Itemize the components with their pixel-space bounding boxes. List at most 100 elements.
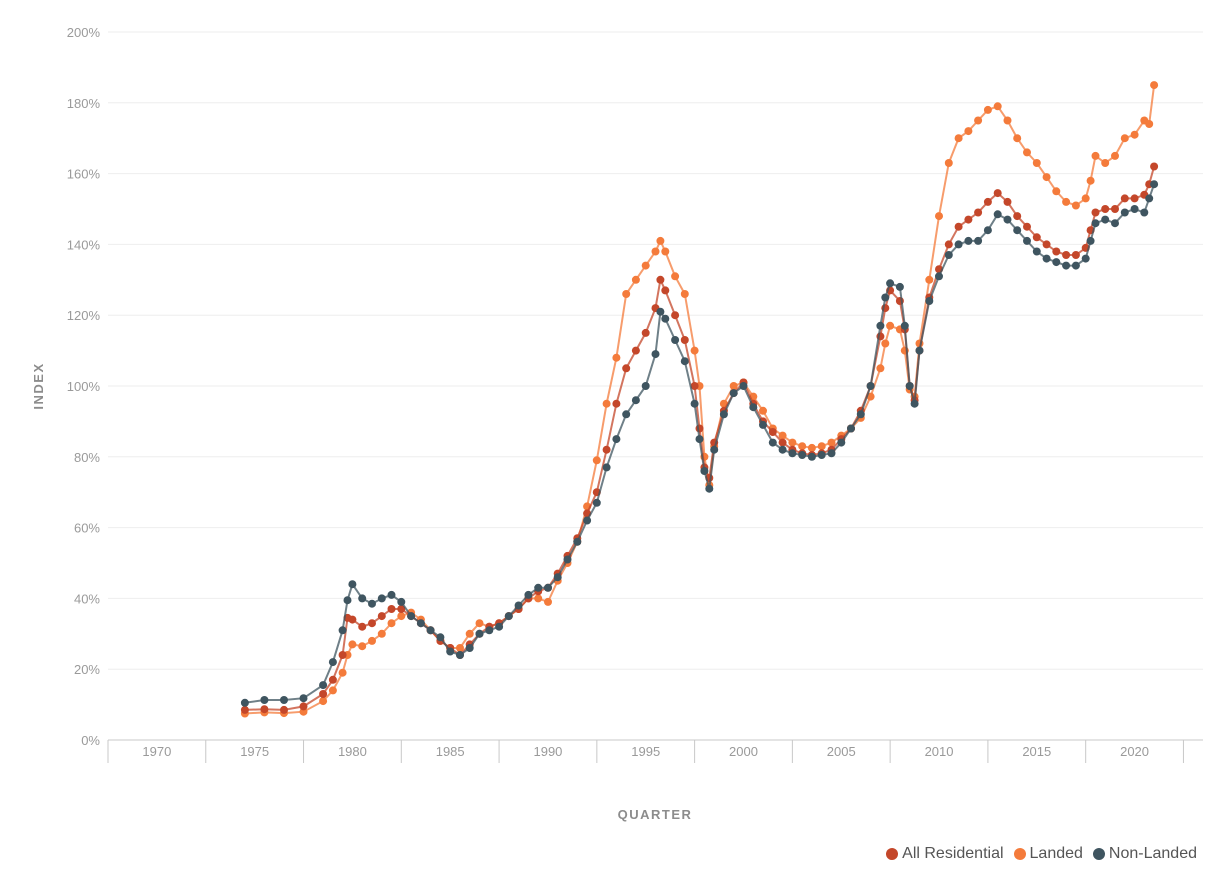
data-point[interactable] [759, 420, 767, 429]
data-point[interactable] [280, 696, 288, 704]
data-point[interactable] [993, 102, 1002, 111]
legend-item-landed[interactable]: Landed [1013, 845, 1083, 863]
data-point[interactable] [827, 438, 836, 447]
data-point[interactable] [319, 697, 328, 706]
data-point[interactable] [328, 675, 337, 684]
data-point[interactable] [358, 642, 367, 651]
data-point[interactable] [1032, 247, 1041, 256]
data-point[interactable] [944, 251, 953, 259]
data-point[interactable] [881, 339, 890, 348]
data-point[interactable] [915, 346, 924, 355]
data-point[interactable] [407, 612, 416, 621]
data-point[interactable] [788, 449, 797, 458]
data-point[interactable] [1003, 197, 1012, 206]
data-point[interactable] [974, 236, 983, 245]
data-point[interactable] [1101, 205, 1110, 213]
data-point[interactable] [983, 226, 992, 235]
data-point[interactable] [446, 647, 455, 656]
legend-item-all-residential[interactable]: All Residential [886, 845, 1004, 863]
data-point[interactable] [993, 210, 1002, 219]
data-point[interactable] [299, 702, 308, 711]
data-point[interactable] [935, 272, 943, 281]
data-point[interactable] [319, 690, 328, 698]
data-point[interactable] [700, 467, 709, 475]
data-point[interactable] [695, 435, 704, 444]
data-point[interactable] [1062, 197, 1071, 206]
data-point[interactable] [729, 382, 738, 390]
data-point[interactable] [358, 622, 367, 631]
data-point[interactable] [1111, 205, 1119, 213]
data-point[interactable] [475, 629, 484, 638]
data-point[interactable] [1042, 240, 1051, 249]
data-point[interactable] [827, 449, 836, 458]
data-point[interactable] [436, 633, 445, 642]
data-point[interactable] [974, 208, 983, 217]
data-point[interactable] [1101, 159, 1110, 167]
data-point[interactable] [656, 236, 665, 245]
data-point[interactable] [1120, 194, 1129, 203]
data-point[interactable] [602, 445, 611, 454]
data-point[interactable] [1013, 134, 1022, 143]
data-point[interactable] [651, 350, 660, 359]
data-point[interactable] [377, 594, 386, 603]
data-point[interactable] [964, 236, 973, 245]
data-point[interactable] [817, 442, 826, 451]
data-point[interactable] [671, 311, 680, 320]
data-point[interactable] [866, 382, 875, 390]
legend-item-non-landed[interactable]: Non-Landed [1092, 845, 1197, 863]
data-point[interactable] [910, 399, 919, 408]
data-point[interactable] [397, 612, 406, 621]
data-point[interactable] [465, 629, 474, 638]
data-point[interactable] [1032, 159, 1041, 167]
data-point[interactable] [1101, 215, 1110, 224]
data-point[interactable] [1013, 226, 1022, 235]
data-point[interactable] [426, 626, 435, 635]
data-point[interactable] [759, 406, 767, 415]
data-point[interactable] [240, 705, 249, 714]
data-point[interactable] [847, 424, 855, 433]
data-point[interactable] [1091, 208, 1100, 217]
data-point[interactable] [671, 336, 680, 344]
data-point[interactable] [837, 438, 846, 447]
data-point[interactable] [954, 240, 963, 249]
data-point[interactable] [1086, 236, 1095, 245]
data-point[interactable] [1071, 201, 1080, 210]
data-point[interactable] [656, 275, 665, 284]
data-point[interactable] [807, 452, 816, 461]
data-point[interactable] [895, 282, 904, 291]
data-point[interactable] [705, 484, 714, 493]
data-point[interactable] [328, 658, 337, 667]
data-point[interactable] [368, 599, 376, 608]
data-point[interactable] [456, 644, 464, 652]
data-point[interactable] [886, 321, 895, 330]
data-point[interactable] [328, 686, 337, 695]
data-point[interactable] [817, 451, 826, 459]
data-point[interactable] [1091, 219, 1100, 228]
data-point[interactable] [299, 694, 308, 703]
data-point[interactable] [671, 272, 680, 281]
data-point[interactable] [1042, 254, 1051, 263]
data-point[interactable] [338, 626, 347, 635]
data-point[interactable] [900, 321, 909, 330]
data-point[interactable] [656, 307, 665, 316]
data-point[interactable] [397, 597, 406, 606]
data-point[interactable] [456, 651, 464, 659]
data-point[interactable] [739, 382, 748, 390]
data-point[interactable] [465, 644, 474, 652]
data-point[interactable] [778, 431, 787, 440]
data-point[interactable] [1071, 261, 1080, 270]
data-point[interactable] [798, 451, 807, 459]
data-point[interactable] [622, 410, 631, 419]
data-point[interactable] [240, 698, 249, 707]
data-point[interactable] [876, 321, 885, 330]
data-point[interactable] [1145, 120, 1154, 128]
data-point[interactable] [1032, 233, 1041, 242]
data-point[interactable] [680, 290, 689, 298]
data-point[interactable] [886, 279, 895, 288]
data-point[interactable] [280, 705, 288, 714]
data-point[interactable] [544, 583, 552, 592]
data-point[interactable] [612, 399, 621, 408]
data-point[interactable] [592, 456, 601, 465]
data-point[interactable] [983, 197, 992, 206]
data-point[interactable] [475, 619, 484, 628]
